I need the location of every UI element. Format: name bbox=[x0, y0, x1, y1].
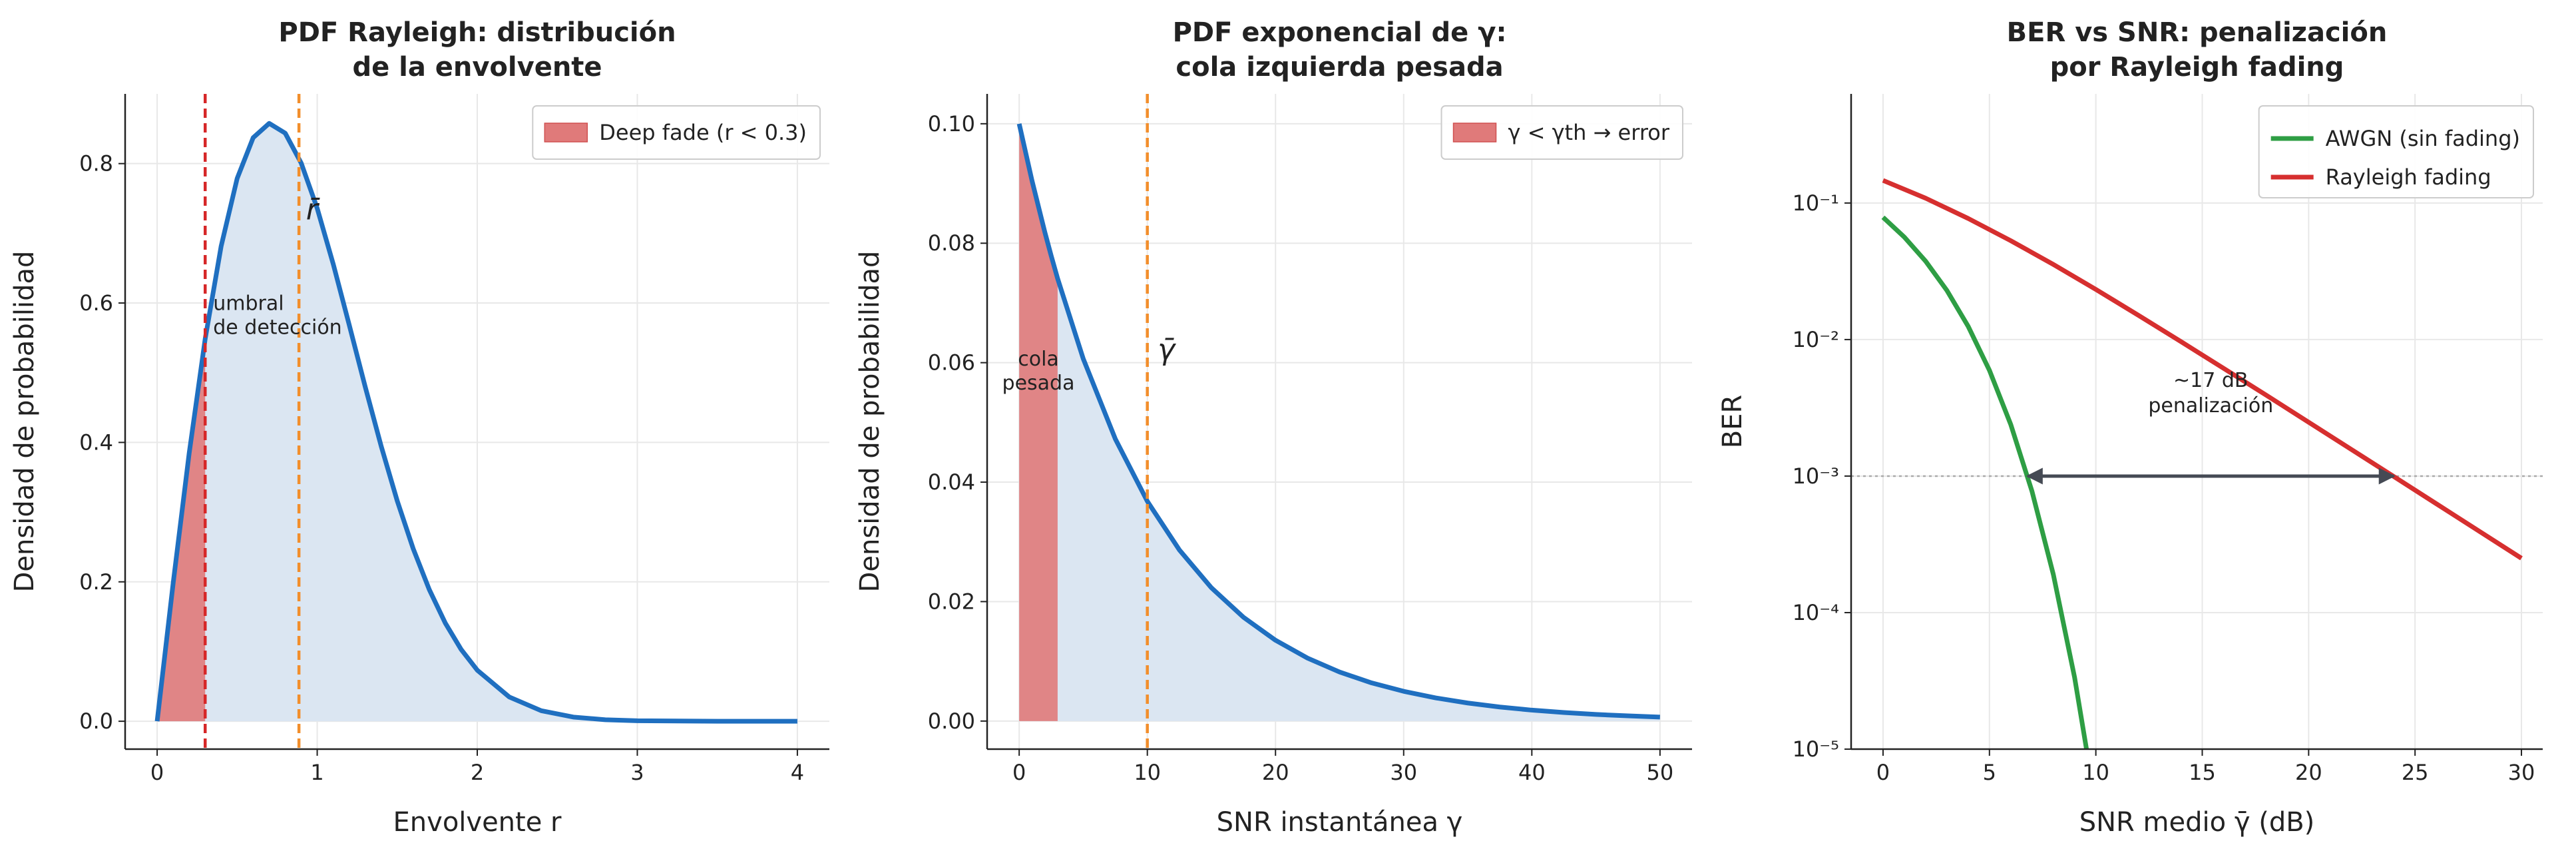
x-tick-label: 20 bbox=[1262, 760, 1289, 785]
y-tick-label: 0.10 bbox=[928, 111, 975, 137]
plot-area bbox=[1851, 178, 2543, 749]
y-tick-label: 10⁻¹ bbox=[1793, 190, 1839, 216]
y-axis-label: Densidad de probabilidad bbox=[9, 251, 40, 593]
y-tick-label: 0.8 bbox=[79, 151, 113, 176]
y-tick-label: 10⁻⁵ bbox=[1793, 736, 1839, 762]
y-tick-label: 0.2 bbox=[79, 569, 113, 595]
pdf-line bbox=[154, 121, 797, 724]
y-tick-label: 0.00 bbox=[928, 709, 975, 734]
x-tick-label: 10 bbox=[2082, 760, 2109, 785]
x-tick-label: 1 bbox=[310, 760, 323, 785]
x-tick-label: 20 bbox=[2295, 760, 2322, 785]
pdf-line bbox=[1016, 123, 1660, 720]
chart-title: BER vs SNR: penalización bbox=[2007, 17, 2388, 48]
x-tick-label: 4 bbox=[791, 760, 804, 785]
reference-label: γ̄ bbox=[1158, 333, 1176, 367]
legend-box bbox=[2258, 105, 2534, 198]
y-tick-label: 0.0 bbox=[79, 709, 113, 734]
y-tick-label: 0.4 bbox=[79, 430, 113, 455]
annotation: ~17 dB bbox=[2173, 369, 2248, 392]
chart-title: cola izquierda pesada bbox=[1176, 52, 1503, 83]
shaded-area bbox=[1019, 123, 1058, 721]
reference-label: r̄ bbox=[306, 192, 320, 226]
annotation: pesada bbox=[1002, 372, 1075, 395]
y-tick-label: 10⁻³ bbox=[1793, 463, 1839, 489]
y-tick-label: 0.04 bbox=[928, 469, 975, 495]
x-axis-label: Envolvente r bbox=[393, 807, 562, 838]
plot-area bbox=[1016, 94, 1660, 749]
y-tick-label: 10⁻² bbox=[1793, 327, 1839, 352]
x-tick-label: 0 bbox=[1876, 760, 1890, 785]
x-tick-label: 0 bbox=[1012, 760, 1026, 785]
x-tick-label: 30 bbox=[2508, 760, 2535, 785]
y-axis-label: Densidad de probabilidad bbox=[855, 251, 885, 593]
y-tick-label: 0.08 bbox=[928, 230, 975, 256]
x-tick-label: 40 bbox=[1518, 760, 1546, 785]
chart-title: PDF exponencial de γ: bbox=[1173, 17, 1507, 48]
legend-swatch bbox=[544, 123, 588, 143]
series-line bbox=[1882, 178, 2523, 561]
area bbox=[157, 123, 797, 722]
legend-label: γ < γth → error bbox=[1508, 120, 1670, 145]
x-tick-label: 0 bbox=[150, 760, 164, 785]
x-axis-label: SNR medio γ̄ (dB) bbox=[2079, 807, 2315, 838]
chart-title: de la envolvente bbox=[352, 52, 602, 83]
annotation: penalización bbox=[2148, 394, 2273, 418]
x-tick-label: 10 bbox=[1134, 760, 1161, 785]
legend: Deep fade (r < 0.3) bbox=[532, 105, 821, 160]
x-tick-label: 3 bbox=[630, 760, 644, 785]
legend-box bbox=[1440, 105, 1683, 160]
legend-box bbox=[532, 105, 821, 160]
legend-swatch bbox=[1452, 123, 1497, 143]
x-axis-label: SNR instantánea γ bbox=[1217, 807, 1463, 838]
y-tick-label: 0.06 bbox=[928, 350, 975, 376]
chart-title: PDF Rayleigh: distribución bbox=[278, 17, 676, 48]
legend: γ < γth → error bbox=[1440, 105, 1683, 160]
y-axis-label: BER bbox=[1717, 395, 1748, 449]
series-line bbox=[1881, 215, 2089, 749]
y-tick-label: 0.6 bbox=[79, 290, 113, 316]
x-tick-label: 25 bbox=[2402, 760, 2429, 785]
legend-label: Deep fade (r < 0.3) bbox=[599, 120, 807, 145]
legend-label: AWGN (sin fading) bbox=[2326, 126, 2520, 151]
chart-title: por Rayleigh fading bbox=[2050, 52, 2344, 83]
x-tick-label: 15 bbox=[2189, 760, 2216, 785]
subplot: 0 5 10 15 20 25 30 10⁻⁵ 10⁻⁴ 10⁻³ 10⁻² 10⁻¹ BER vs S… bbox=[1717, 17, 2543, 838]
plot-area bbox=[154, 94, 797, 749]
annotation: umbral bbox=[213, 292, 284, 316]
x-tick-label: 50 bbox=[1647, 760, 1674, 785]
legend: AWGN (sin fading) Rayleigh fading bbox=[2258, 105, 2534, 198]
y-tick-label: 10⁻⁴ bbox=[1793, 600, 1839, 625]
y-tick-label: 0.02 bbox=[928, 589, 975, 614]
x-tick-label: 30 bbox=[1390, 760, 1417, 785]
area bbox=[1019, 123, 1660, 721]
annotation: cola bbox=[1018, 348, 1059, 371]
annotation: de detección bbox=[213, 316, 341, 340]
legend-label: Rayleigh fading bbox=[2326, 164, 2491, 190]
x-tick-label: 5 bbox=[1983, 760, 1996, 785]
x-tick-label: 2 bbox=[471, 760, 484, 785]
subplot: 0 10 20 30 40 50 0.00 0.02 0.04 0.06 0.08 0.10 PDF e… bbox=[855, 17, 1692, 838]
subplot: 0 1 2 3 4 0.0 0.2 0.4 0.6 0.8 PDF Rayleigh: distri… bbox=[9, 17, 829, 838]
